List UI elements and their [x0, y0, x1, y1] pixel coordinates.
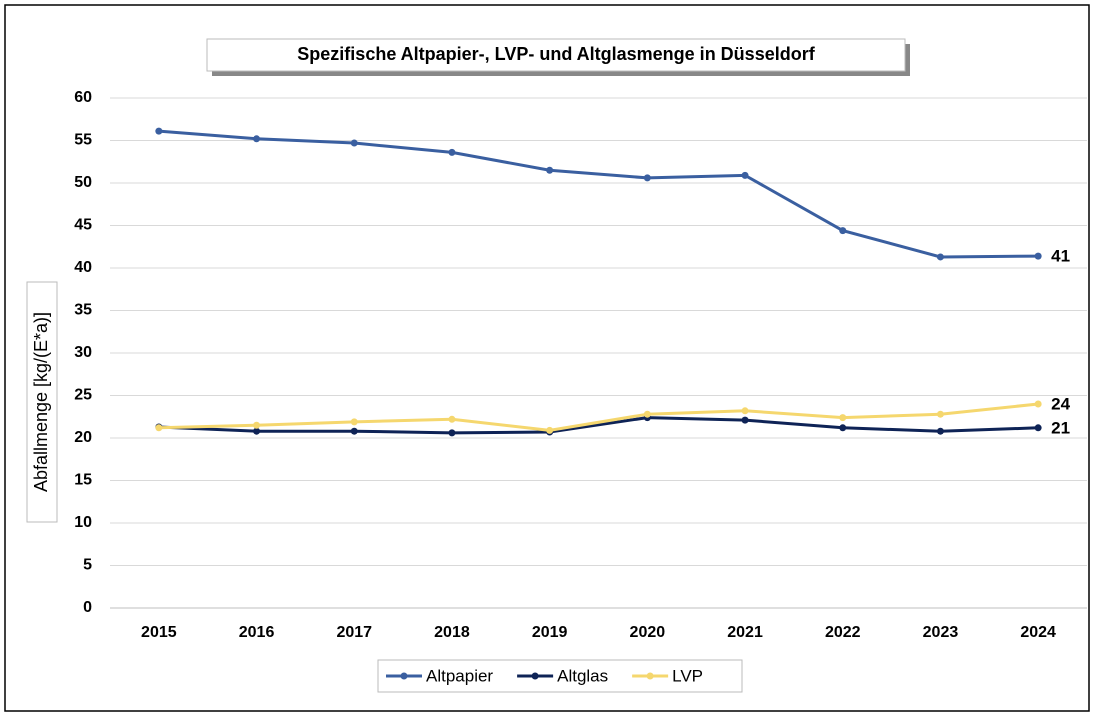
data-point	[1034, 252, 1042, 260]
x-tick-label: 2015	[141, 624, 177, 641]
data-point	[546, 426, 554, 434]
data-point	[155, 127, 163, 135]
data-point	[1034, 400, 1042, 408]
data-point	[839, 424, 847, 432]
data-point	[546, 166, 554, 174]
series-line	[158, 402, 1039, 432]
data-point	[253, 427, 261, 435]
data-point	[936, 253, 944, 261]
data-point	[839, 414, 847, 422]
y-label-box	[26, 281, 58, 523]
data-label: 24	[1051, 394, 1070, 413]
y-tick-label: 50	[74, 174, 92, 191]
legend-marker	[646, 672, 654, 680]
data-point	[741, 407, 749, 415]
data-label: 41	[1051, 247, 1070, 266]
legend-box	[377, 659, 743, 693]
data-point	[936, 427, 944, 435]
y-tick-label: 45	[74, 217, 92, 234]
legend-label: Altglas	[557, 666, 608, 685]
series-line	[158, 416, 1039, 435]
y-tick-label: 55	[74, 132, 92, 149]
data-point	[936, 410, 944, 418]
data-point	[253, 135, 261, 143]
y-tick-label: 35	[74, 302, 92, 319]
data-point	[643, 410, 651, 418]
legend-label: LVP	[672, 666, 703, 685]
y-tick-label: 25	[74, 387, 92, 404]
title-box	[206, 38, 906, 72]
x-tick-label: 2021	[727, 624, 763, 641]
data-point	[448, 148, 456, 156]
x-tick-label: 2023	[923, 624, 959, 641]
frame	[4, 4, 1090, 712]
chart-title: Spezifische Altpapier-, LVP- und Altglas…	[297, 44, 815, 64]
y-tick-label: 40	[74, 259, 92, 276]
data-point	[741, 171, 749, 179]
x-tick-label: 2024	[1020, 624, 1056, 641]
y-tick-label: 10	[74, 514, 92, 531]
x-tick-label: 2016	[239, 624, 275, 641]
x-tick-label: 2019	[532, 624, 568, 641]
x-tick-label: 2017	[336, 624, 372, 641]
y-tick-label: 60	[74, 89, 92, 106]
data-point	[350, 418, 358, 426]
x-tick-label: 2022	[825, 624, 861, 641]
series-line	[158, 129, 1039, 259]
legend-marker	[531, 672, 539, 680]
data-point	[643, 174, 651, 182]
y-tick-label: 15	[74, 472, 92, 489]
data-point	[155, 424, 163, 432]
y-axis-label: Abfallmenge [kg/(E*a)]	[31, 312, 51, 492]
data-label: 21	[1051, 418, 1070, 437]
y-tick-label: 30	[74, 344, 92, 361]
data-point	[741, 416, 749, 424]
data-point	[350, 427, 358, 435]
x-tick-label: 2018	[434, 624, 470, 641]
y-tick-label: 5	[83, 557, 92, 574]
data-point	[1034, 424, 1042, 432]
y-tick-label: 0	[83, 599, 92, 616]
data-point	[350, 139, 358, 147]
data-point	[839, 227, 847, 235]
data-point	[253, 421, 261, 429]
legend-marker	[400, 672, 408, 680]
y-tick-label: 20	[74, 429, 92, 446]
legend-label: Altpapier	[426, 666, 493, 685]
data-point	[448, 415, 456, 423]
data-point	[448, 429, 456, 437]
x-tick-label: 2020	[630, 624, 666, 641]
